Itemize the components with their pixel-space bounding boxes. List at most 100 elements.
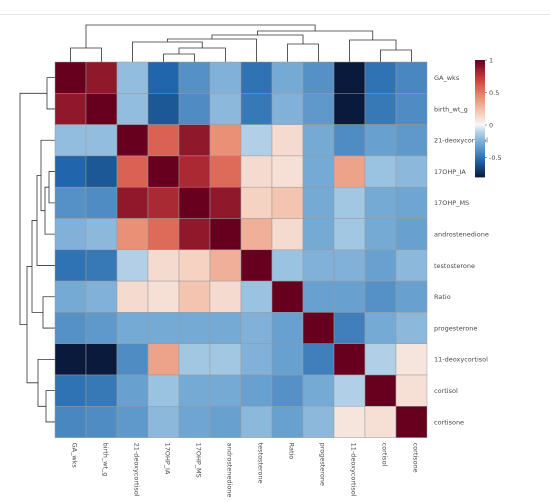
- colorbar-segment: [475, 85, 485, 88]
- heatmap-cell: [364, 218, 397, 251]
- heatmap-cell: [209, 374, 242, 407]
- heatmap-cell: [54, 155, 87, 188]
- column-label: cortisol: [381, 443, 389, 467]
- heatmap-cell: [271, 93, 304, 125]
- heatmap-cell: [271, 343, 304, 376]
- heatmap-cell: [302, 312, 335, 344]
- row-dendrogram: [19, 77, 55, 423]
- heatmap-cell: [395, 343, 428, 376]
- colorbar-segment: [475, 120, 485, 123]
- heatmap-cell: [333, 93, 366, 125]
- colorbar-segment: [475, 130, 485, 133]
- colorbar-segment: [475, 122, 485, 125]
- heatmap-cell: [147, 124, 180, 157]
- colorbar-segment: [475, 73, 485, 76]
- row-label: 11-deoxycortisol: [434, 356, 488, 364]
- heatmap-cell: [271, 186, 304, 219]
- column-label: androstenedione: [226, 443, 234, 498]
- row-label: cortisone: [434, 418, 464, 426]
- heatmap-cell: [364, 186, 397, 219]
- heatmap-cell: [240, 280, 273, 313]
- heatmap-cell: [271, 155, 304, 188]
- heatmap-cell: [116, 61, 149, 94]
- dendrogram-branch: [36, 175, 55, 266]
- colorbar-segment: [475, 147, 485, 151]
- colorbar-segment: [475, 100, 485, 104]
- heatmap-cell: [147, 186, 180, 219]
- colorbar-segment: [475, 69, 485, 73]
- heatmap-cell: [147, 312, 180, 344]
- heatmap-cell: [240, 218, 273, 251]
- heatmap-cell: [209, 186, 242, 219]
- heatmap-cell: [271, 312, 304, 344]
- colorbar-segment: [475, 110, 485, 114]
- dendrogram-branch: [44, 186, 55, 235]
- column-dendrogram: [70, 24, 412, 62]
- heatmap-cell: [364, 406, 397, 438]
- row-labels: GA_wks birth_wt_g 21-deoxycortisol 17OHP_IA…: [434, 74, 489, 426]
- heatmap-cell: [364, 155, 397, 188]
- heatmap-cell: [147, 343, 180, 376]
- heatmap-cell: [209, 218, 242, 251]
- colorbar-segment: [475, 171, 485, 174]
- heatmap-cell: [147, 218, 180, 251]
- heatmap-cell: [395, 249, 428, 282]
- colorbar-segment: [475, 87, 485, 90]
- heatmap-cell: [209, 312, 242, 344]
- colorbar-segment: [475, 155, 485, 158]
- column-label: birth_wt_g: [102, 443, 110, 477]
- heatmap-cell: [116, 374, 149, 407]
- heatmap-cell: [54, 124, 87, 157]
- colorbar-segment: [475, 95, 485, 98]
- dendrogram-branch: [178, 47, 226, 62]
- column-label: GA_wks: [71, 443, 79, 469]
- heatmap-cell: [240, 155, 273, 188]
- heatmap-cell: [271, 124, 304, 157]
- dendrogram-branch: [37, 358, 55, 407]
- heatmap-cell: [85, 218, 118, 251]
- heatmap-cell: [54, 93, 87, 125]
- row-label: progesterone: [434, 324, 477, 332]
- dendrogram-branch: [163, 53, 195, 62]
- row-label: 17OHP_IA: [434, 168, 466, 176]
- heatmap-cell: [395, 312, 428, 344]
- top-divider: [0, 14, 550, 15]
- colorbar-segment: [475, 169, 485, 172]
- heatmap-cell: [85, 93, 118, 125]
- heatmap-cell: [178, 406, 211, 438]
- heatmap-cell: [54, 374, 87, 407]
- colorbar-segment: [475, 145, 485, 149]
- colorbar-segment: [475, 128, 485, 131]
- heatmap-cell: [302, 218, 335, 251]
- row-label: 17OHP_MS: [434, 199, 469, 207]
- heatmap-cell: [240, 61, 273, 94]
- column-label: progesterone: [319, 443, 327, 486]
- dendrogram-branch: [46, 77, 55, 110]
- colorbar-segment: [475, 118, 485, 121]
- dendrogram-branch: [45, 390, 55, 423]
- dendrogram-branch: [40, 139, 55, 212]
- dendrogram-branch: [70, 47, 102, 62]
- colorbar-segment: [475, 151, 485, 154]
- heatmap-cell: [333, 406, 366, 438]
- heatmap-cell: [147, 155, 180, 188]
- heatmap-cell: [302, 280, 335, 313]
- heatmap-cell: [85, 61, 118, 94]
- heatmap-cell: [395, 406, 428, 438]
- colorbar-segment: [475, 139, 485, 143]
- heatmap-cell: [333, 186, 366, 219]
- heatmap-cell: [271, 280, 304, 313]
- heatmap-cell: [116, 186, 149, 219]
- heatmap-cell: [178, 280, 211, 313]
- heatmap-cell: [302, 61, 335, 94]
- heatmap-cell: [395, 93, 428, 125]
- heatmap-cell: [271, 406, 304, 438]
- colorbar-segment: [475, 134, 485, 137]
- heatmap-cell: [240, 312, 273, 344]
- column-labels: GA_wks birth_wt_g 21-deoxycortisol 17OHP_IA…: [71, 443, 420, 498]
- heatmap-cell: [395, 374, 428, 407]
- heatmap-cell: [116, 155, 149, 188]
- heatmap-cell: [302, 155, 335, 188]
- dendrogram-branch: [132, 41, 203, 62]
